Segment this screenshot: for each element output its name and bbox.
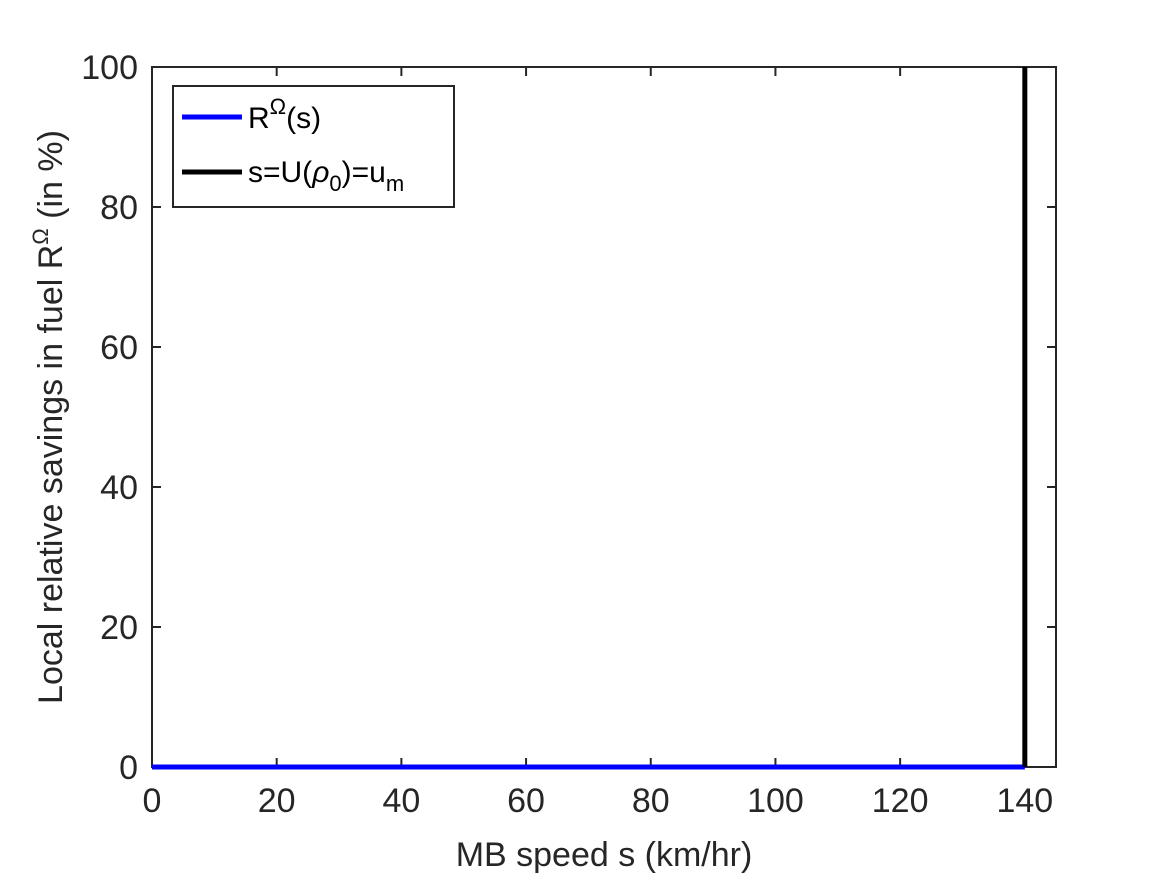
legend-label-2-b: )=u [342, 156, 386, 189]
legend-label-2-a: s=U( [248, 156, 312, 189]
y-tick-label-40: 40 [100, 469, 138, 507]
legend-label-2-m-sub: m [386, 171, 404, 196]
legend-label-series-2: s=U(ρ0)=um [248, 156, 404, 196]
x-tick-label-100: 100 [747, 782, 804, 820]
legend-box [172, 85, 455, 208]
x-tick-label-20: 20 [258, 782, 296, 820]
legend-label-1-base: R [248, 102, 270, 135]
x-tick-labels: 0 20 40 60 80 100 120 140 [143, 782, 1054, 820]
legend-label-2-rho: ρ [311, 156, 329, 189]
x-tick-label-80: 80 [632, 782, 670, 820]
y-tick-label-20: 20 [100, 609, 138, 647]
y-axis-label-unit: (in %) [32, 130, 70, 228]
y-axis-label-main: Local relative savings in fuel R [32, 245, 70, 704]
y-tick-label-100: 100 [81, 49, 138, 87]
x-tick-label-40: 40 [382, 782, 420, 820]
legend-label-1-sup: Ω [270, 94, 286, 119]
legend-label-2-rho-sub: 0 [329, 171, 341, 196]
y-tick-labels: 0 20 40 60 80 100 [81, 49, 138, 787]
legend-label-1-after: (s) [286, 102, 321, 135]
y-tick-label-60: 60 [100, 329, 138, 367]
y-axis-label-sup: Ω [28, 228, 53, 244]
x-tick-label-140: 140 [996, 782, 1053, 820]
y-tick-label-0: 0 [119, 749, 138, 787]
series-lines [152, 67, 1028, 770]
y-tick-label-80: 80 [100, 189, 138, 227]
x-axis-label: MB speed s (km/hr) [456, 836, 753, 874]
y-axis-label: Local relative savings in fuel RΩ (in %) [28, 130, 70, 704]
legend: RΩ(s) s=U(ρ0)=um [172, 85, 455, 208]
x-tick-label-120: 120 [872, 782, 929, 820]
x-tick-label-0: 0 [143, 782, 162, 820]
x-tick-label-60: 60 [507, 782, 545, 820]
legend-label-series-1: RΩ(s) [248, 94, 321, 135]
